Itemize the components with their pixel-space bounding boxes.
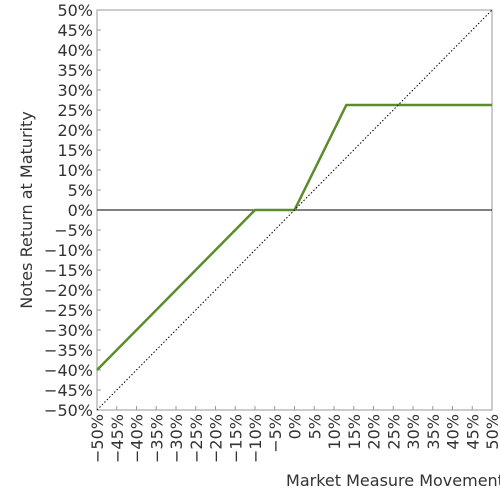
y-tick-label: 20% (57, 121, 93, 140)
x-tick-label: −50% (88, 414, 107, 463)
y-tick-label: −15% (44, 261, 93, 280)
y-tick-label: −10% (44, 241, 93, 260)
y-tick-label: −50% (44, 401, 93, 420)
y-tick-label: 50% (57, 1, 93, 20)
y-tick-label: 5% (68, 181, 93, 200)
y-tick-label: −35% (44, 341, 93, 360)
x-tick-label: 30% (404, 414, 423, 450)
x-tick-label: −40% (128, 414, 147, 463)
x-tick-label: −45% (108, 414, 127, 463)
x-tick-label: 20% (365, 414, 384, 450)
series-line (96, 103, 492, 371)
y-tick-label: 30% (57, 81, 93, 100)
y-tick-label: 0% (68, 201, 93, 220)
x-tick-label: 35% (424, 414, 443, 450)
y-tick-label: −20% (44, 281, 93, 300)
y-tick-label: −30% (44, 321, 93, 340)
y-tick-label: −45% (44, 381, 93, 400)
x-tick-label: −30% (167, 414, 186, 463)
y-tick-label: −5% (54, 221, 93, 240)
y-tick-label: 35% (57, 61, 93, 80)
reference-line (96, 9, 493, 411)
x-tick-label: 50% (483, 414, 500, 450)
y-tick-label: 25% (57, 101, 93, 120)
x-tick-label: −35% (147, 414, 166, 463)
y-tick-label: −25% (44, 301, 93, 320)
x-axis-label: Market Measure Movement (286, 471, 500, 490)
x-tick-label: −10% (246, 414, 265, 463)
y-axis-label: Notes Return at Maturity (17, 111, 36, 308)
y-tick-label: 40% (57, 41, 93, 60)
y-tick-label: 15% (57, 141, 93, 160)
x-tick-label: 25% (384, 414, 403, 450)
x-tick-label: 0% (286, 414, 305, 439)
x-tick-label: −25% (187, 414, 206, 463)
x-tick-label: 10% (325, 414, 344, 450)
x-tick-label: 15% (345, 414, 364, 450)
y-tick-label: 45% (57, 21, 93, 40)
x-tick-label: 45% (463, 414, 482, 450)
x-tick-label: −20% (207, 414, 226, 463)
x-tick-label: −5% (266, 414, 285, 453)
y-tick-label: 10% (57, 161, 93, 180)
x-tick-label: 40% (444, 414, 463, 450)
y-tick-label: −40% (44, 361, 93, 380)
x-tick-label: 5% (305, 414, 324, 439)
x-tick-label: −15% (226, 414, 245, 463)
